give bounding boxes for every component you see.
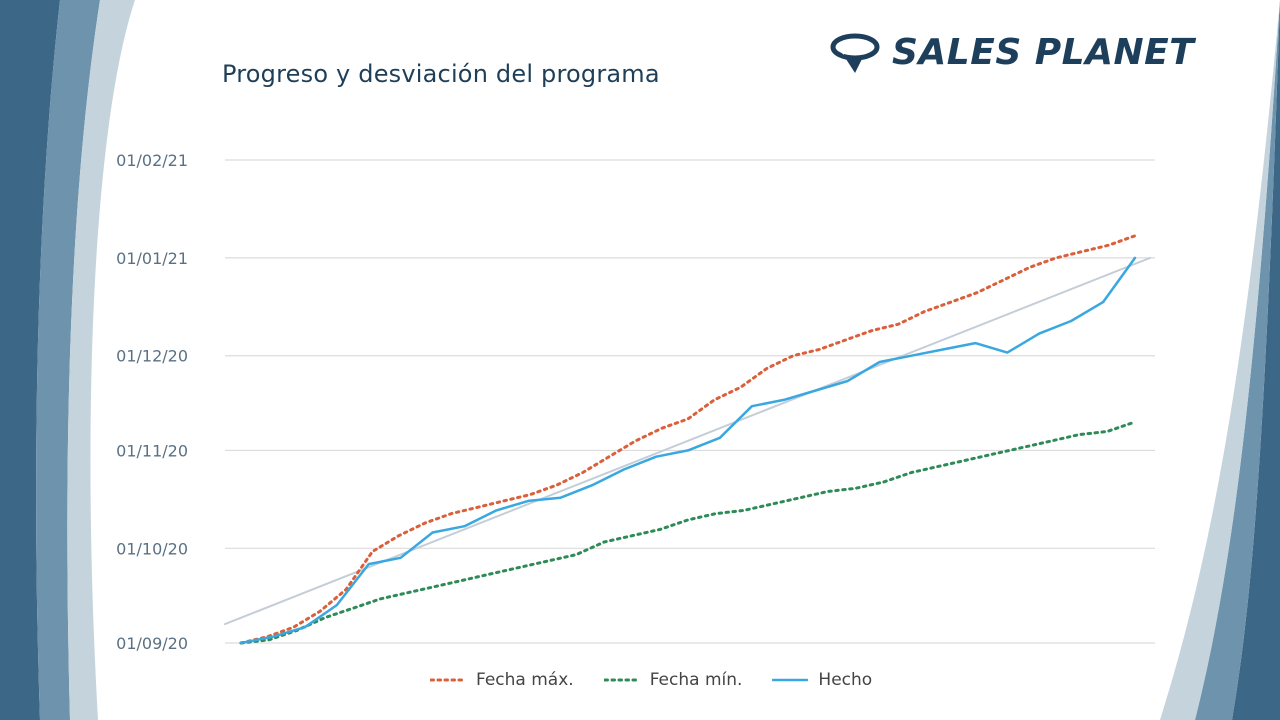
legend-label: Fecha máx.	[476, 670, 574, 690]
legend-label: Fecha mín.	[649, 670, 743, 690]
series-line-hecho	[239, 256, 1137, 645]
legend-item: Hecho	[772, 670, 872, 690]
y-tick-label: 01/12/20	[116, 347, 188, 366]
y-tick-label: 01/02/21	[116, 151, 188, 170]
y-tick-label: 01/01/21	[116, 249, 188, 268]
legend-label: Hecho	[818, 670, 873, 690]
page-title: Progreso y desviación del programa	[222, 60, 660, 88]
y-tick-label: 01/09/20	[116, 634, 188, 653]
series-line-fecha-m-x	[239, 234, 1137, 645]
legend-swatch	[603, 678, 640, 682]
legend-item: Fecha máx.	[430, 670, 574, 690]
series-line-fecha-m-n	[239, 420, 1137, 645]
y-tick-label: 01/10/20	[116, 539, 188, 558]
legend-swatch	[772, 678, 809, 682]
legend-swatch	[430, 678, 466, 682]
legend-item: Fecha mín.	[603, 670, 743, 690]
logo: SALES PLANET	[830, 28, 1194, 76]
legend: Fecha máx. Fecha mín. Hecho	[430, 670, 872, 690]
y-tick-label: 01/11/20	[116, 441, 188, 460]
logo-text: SALES PLANET	[892, 31, 1195, 73]
planet-logo-icon	[830, 33, 880, 73]
